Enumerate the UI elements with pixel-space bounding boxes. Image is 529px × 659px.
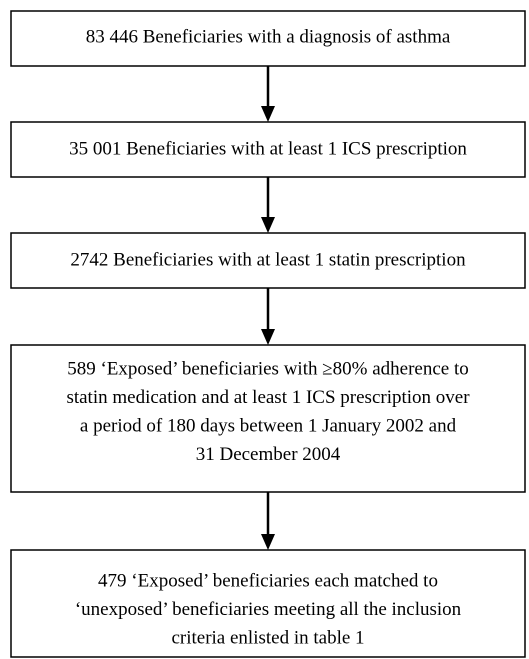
box-text: 35 001 Beneficiaries with at least 1 ICS… [69, 138, 467, 159]
box-text: criteria enlisted in table 1 [171, 627, 364, 648]
box-text: 479 ‘Exposed’ beneficiaries each matched… [98, 570, 438, 591]
arrow [261, 288, 275, 345]
arrow [261, 177, 275, 233]
box [10, 121, 526, 178]
arrow [261, 66, 275, 122]
box-text: ‘unexposed’ beneficiaries meeting all th… [75, 599, 462, 620]
box [10, 10, 526, 67]
box-text: 2742 Beneficiaries with at least 1 stati… [70, 249, 466, 270]
box-text: 31 December 2004 [196, 444, 341, 465]
box [10, 549, 526, 658]
box-text: statin medication and at least 1 ICS pre… [66, 387, 470, 408]
box-text: a period of 180 days between 1 January 2… [80, 415, 457, 436]
box-text: 589 ‘Exposed’ beneficiaries with ≥80% ad… [67, 358, 469, 379]
box [10, 344, 526, 493]
arrow [261, 492, 275, 550]
box-text: 83 446 Beneficiaries with a diagnosis of… [86, 26, 451, 47]
